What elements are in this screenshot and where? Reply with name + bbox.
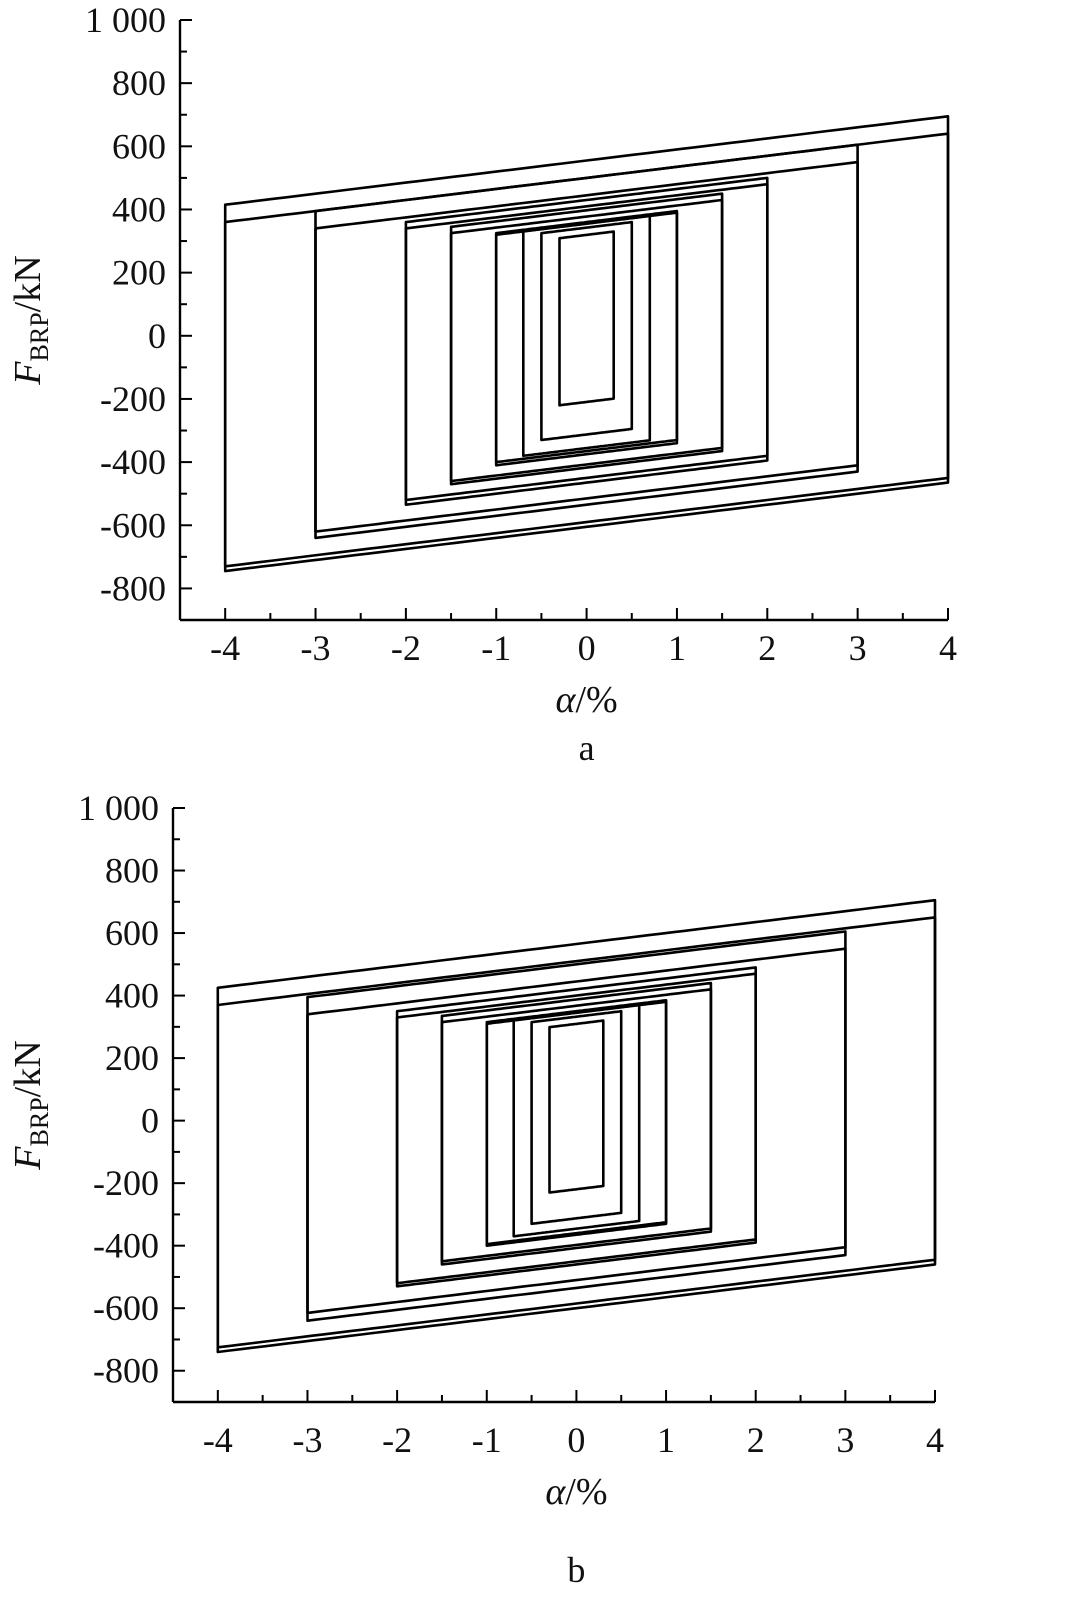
x-tick-label: 4	[926, 1420, 944, 1460]
panel-a: -800 -600 -400 -200 0 200 400 600 800 1 000 -4 -3 -2…	[7, 0, 957, 768]
x-tick-label: -1	[481, 628, 511, 668]
hysteresis-loop	[449, 198, 724, 483]
x-tick-label: -4	[203, 1420, 233, 1460]
y-tick-label: 800	[112, 63, 166, 103]
x-tick-label: 3	[836, 1420, 854, 1460]
y-axis-title: FBRP/kN	[7, 255, 54, 385]
y-tick-label: 400	[105, 976, 159, 1016]
x-axis-symbol: α	[556, 679, 577, 721]
y-tick-label: 800	[105, 851, 159, 891]
x-tick-label: -2	[382, 1420, 412, 1460]
y-axis-symbol: F	[7, 361, 49, 386]
hysteresis-loop	[540, 220, 634, 442]
x-tick-label: 0	[567, 1420, 585, 1460]
x-tick-label: 4	[939, 628, 957, 668]
y-tick-label: -600	[93, 1288, 159, 1328]
hysteresis-loop	[306, 947, 847, 1315]
x-tick-label: -4	[210, 628, 240, 668]
y-tick-label: 600	[105, 913, 159, 953]
x-axis-title: α/%	[545, 1471, 607, 1513]
y-tick-label: 0	[148, 316, 166, 356]
y-axis-symbol: F	[7, 1146, 49, 1171]
y-axis-subscript: BRP	[25, 312, 54, 361]
x-axis-symbol: α	[545, 1471, 566, 1513]
y-tick-label: 200	[112, 253, 166, 293]
y-tick-label: -200	[93, 1163, 159, 1203]
panel-label: b	[567, 1550, 585, 1590]
hysteresis-loop	[548, 1019, 605, 1194]
x-tick-label: 0	[578, 628, 596, 668]
hysteresis-loop	[395, 966, 757, 1288]
y-axis-title: FBRP/kN	[7, 1040, 54, 1170]
x-tick-label: -1	[472, 1420, 502, 1460]
y-tick-label: -600	[100, 505, 166, 545]
x-tick-label: 1	[657, 1420, 675, 1460]
x-tick-label: -2	[391, 628, 421, 668]
panel-label: a	[579, 728, 595, 768]
y-tick-label: -800	[93, 1351, 159, 1391]
x-tick-label: 3	[849, 628, 867, 668]
hysteresis-loop	[485, 999, 668, 1247]
y-tick-label: 1 000	[85, 0, 166, 40]
hysteresis-loop	[494, 209, 679, 467]
y-tick-label: 200	[105, 1038, 159, 1078]
panel-b: -800 -600 -400 -200 0 200 400 600 800 1 000 -4 -3 -2…	[7, 788, 944, 1590]
hysteresis-loop	[216, 898, 937, 1354]
hysteresis-loop	[440, 988, 713, 1263]
hysteresis-loop	[223, 115, 950, 573]
hysteresis-loop	[404, 176, 769, 506]
y-tick-label: 0	[141, 1101, 159, 1141]
hysteresis-loop	[449, 192, 724, 486]
hysteresis-loop	[558, 230, 615, 407]
x-axis-unit: /%	[565, 1471, 607, 1513]
y-tick-label: -200	[100, 379, 166, 419]
hysteresis-loop	[440, 981, 713, 1266]
y-tick-label: 600	[112, 126, 166, 166]
y-tick-label: -400	[100, 442, 166, 482]
x-tick-label: -3	[301, 628, 331, 668]
y-axis-unit: /kN	[7, 1040, 49, 1097]
hysteresis-loop	[223, 132, 950, 568]
x-tick-label: 1	[668, 628, 686, 668]
y-tick-label: 1 000	[78, 788, 159, 828]
x-tick-label: -3	[292, 1420, 322, 1460]
hysteresis-loop	[306, 930, 847, 1322]
y-axis-subscript: BRP	[25, 1097, 54, 1146]
x-tick-label: 2	[758, 628, 776, 668]
x-axis-unit: /%	[575, 679, 617, 721]
x-axis-title: α/%	[556, 679, 618, 721]
y-tick-label: -800	[100, 568, 166, 608]
y-tick-label: -400	[93, 1226, 159, 1266]
x-tick-label: 2	[747, 1420, 765, 1460]
y-tick-label: 400	[112, 189, 166, 229]
y-axis-unit: /kN	[7, 255, 49, 312]
hysteresis-loop	[530, 1009, 623, 1226]
